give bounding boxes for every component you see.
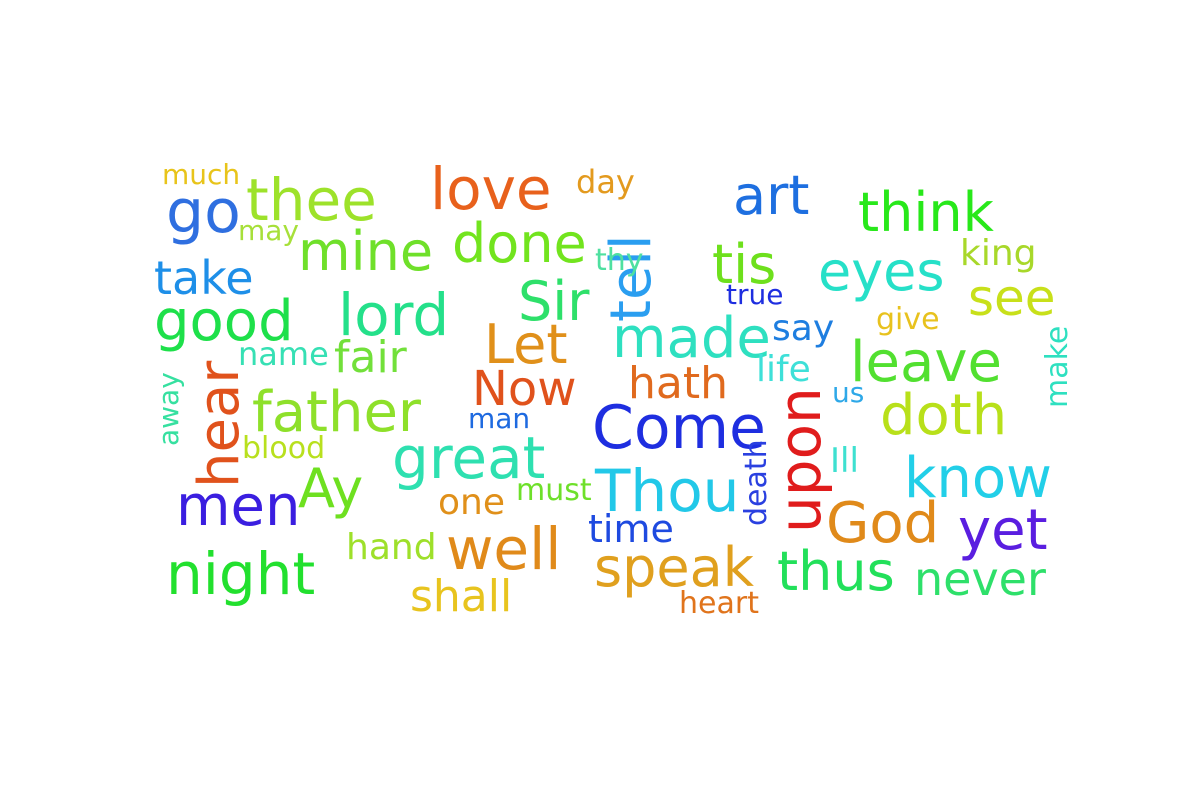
word-king: king bbox=[960, 233, 1037, 274]
word-away: away bbox=[152, 372, 185, 446]
word-name: name bbox=[238, 335, 329, 373]
word-make: make bbox=[1040, 326, 1075, 408]
word-must: must bbox=[516, 473, 592, 508]
word-great: great bbox=[392, 424, 545, 492]
word-say: say bbox=[772, 308, 834, 349]
word-fair: fair bbox=[334, 332, 408, 383]
word-time: time bbox=[588, 507, 674, 551]
word-let: Let bbox=[484, 313, 568, 376]
word-ay: Ay bbox=[298, 457, 363, 520]
word-well: well bbox=[446, 515, 561, 583]
word-true: true bbox=[726, 278, 783, 311]
word-speak: speak bbox=[594, 536, 755, 599]
word-men: men bbox=[176, 474, 301, 539]
word-blood: blood bbox=[242, 431, 325, 466]
word-one: one bbox=[438, 482, 505, 523]
word-done: done bbox=[452, 212, 587, 275]
word-man: man bbox=[468, 402, 530, 435]
word-father: father bbox=[252, 380, 422, 445]
word-thy: thy bbox=[595, 243, 644, 278]
word-good: good bbox=[154, 289, 294, 354]
word-much: much bbox=[162, 158, 240, 191]
word-death: death bbox=[739, 439, 774, 526]
word-tis: tis bbox=[712, 233, 776, 296]
word-mine: mine bbox=[298, 220, 433, 283]
word-made: made bbox=[612, 306, 771, 371]
word-night: night bbox=[166, 540, 315, 608]
word-hath: hath bbox=[628, 358, 728, 409]
word-love: love bbox=[430, 155, 552, 223]
word-never: never bbox=[914, 552, 1046, 606]
word-thee: thee bbox=[246, 166, 377, 234]
word-know: know bbox=[904, 446, 1052, 511]
word-sir: Sir bbox=[518, 270, 590, 333]
word-yet: yet bbox=[958, 498, 1048, 563]
word-eyes: eyes bbox=[818, 240, 945, 303]
word-now: Now bbox=[472, 361, 577, 417]
word-think: think bbox=[858, 181, 995, 244]
word-ill: Ill bbox=[830, 441, 859, 481]
word-lord: lord bbox=[338, 281, 449, 349]
word-us: us bbox=[832, 376, 864, 409]
word-life: life bbox=[756, 349, 811, 390]
word-god: God bbox=[826, 491, 939, 556]
word-doth: doth bbox=[880, 383, 1007, 448]
word-art: art bbox=[733, 164, 809, 227]
word-come: Come bbox=[592, 393, 766, 463]
word-thou: Thou bbox=[594, 457, 739, 525]
word-upon: upon bbox=[766, 387, 834, 533]
word-tell: tell bbox=[599, 234, 664, 322]
word-thus: thus bbox=[777, 540, 895, 603]
word-give: give bbox=[876, 302, 940, 337]
word-heart: heart bbox=[679, 586, 759, 621]
word-shall: shall bbox=[410, 571, 512, 622]
word-see: see bbox=[968, 269, 1056, 327]
word-may: may bbox=[238, 214, 299, 247]
word-leave: leave bbox=[850, 330, 1002, 395]
word-hand: hand bbox=[346, 527, 437, 568]
word-go: go bbox=[166, 177, 241, 247]
word-hear: hear bbox=[187, 360, 252, 488]
word-day: day bbox=[576, 163, 635, 201]
word-take: take bbox=[154, 251, 254, 305]
